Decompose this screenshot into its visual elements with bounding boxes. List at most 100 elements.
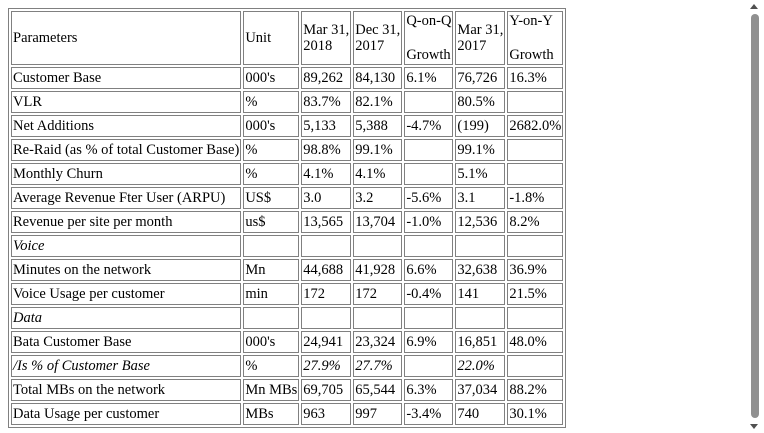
dec-2017-text: 3.2 [355,189,374,206]
dec-2017-cell: 82.1% [353,91,403,113]
unit-cell: US$ [243,187,300,209]
dec-2017-cell: 13,704 [353,211,403,233]
parameter-text: /Is % of Customer Base [13,357,150,374]
unit-text: us$ [245,213,266,230]
scrollbar-thumb[interactable] [751,14,759,418]
mar-2018-text: 83.7% [303,93,341,110]
mar-2017-cell: 141 [455,283,506,305]
mar-2018-cell: 963 [301,403,352,425]
parameter-cell: Minutes on the network [11,259,242,281]
header-mar-2018-line1: Mar 31, [303,22,350,38]
yoy-growth-text: 2682.0% [509,117,562,134]
yoy-growth-cell [507,307,564,329]
dec-2017-text: 84,130 [355,69,396,86]
unit-cell: us$ [243,211,300,233]
mar-2018-text: 44,688 [303,261,344,278]
unit-text: 000's [245,333,276,350]
qoq-growth-text: -5.6% [406,189,442,206]
unit-text: % [245,141,258,158]
qoq-growth-text: 6.6% [406,261,437,278]
yoy-growth-text: 88.2% [509,381,547,398]
mar-2017-cell: 12,536 [455,211,506,233]
table-row: Re-Raid (as % of total Customer Base)% 98… [11,139,564,161]
mar-2018-text: 5,133 [303,117,336,134]
unit-cell: % [243,91,300,113]
header-dec-2017-line2: 2017 [355,38,385,54]
mar-2018-cell: 98.8% [301,139,352,161]
header-mar-2018: Mar 31, 2018 [301,11,352,65]
mar-2017-cell: (199) [455,115,506,137]
qoq-growth-cell: 6.9% [404,331,454,353]
qoq-growth-text: -1.0% [406,213,442,230]
yoy-growth-cell: 88.2% [507,379,564,401]
parameter-cell: Average Revenue Fter User (ARPU) [11,187,242,209]
table-header-row: Parameters Unit Mar 31, 2018 Dec 31, 201… [11,11,564,65]
mar-2018-text: 13,565 [303,213,344,230]
mar-2017-text: 141 [457,285,480,302]
mar-2018-text: 27.9% [303,357,341,374]
dec-2017-cell: 99.1% [353,139,403,161]
vertical-scrollbar[interactable] [745,0,764,433]
parameter-text: Bata Customer Base [13,333,132,350]
table-row: Average Revenue Fter User (ARPU) US$ 3.0 3.… [11,187,564,209]
dec-2017-text: 99.1% [355,141,393,158]
yoy-growth-cell: 36.9% [507,259,564,281]
unit-cell [243,235,300,257]
unit-text: US$ [245,189,272,206]
yoy-growth-text: 36.9% [509,261,547,278]
dec-2017-text: 82.1% [355,93,393,110]
yoy-growth-cell: 8.2% [507,211,564,233]
table-row: Customer Base 000's 89,262 84,130 6.1% 76,726… [11,67,564,89]
dec-2017-text: 23,324 [355,333,396,350]
parameter-text: Monthly Churn [13,165,103,182]
table-row: Net Additions 000's 5,133 5,388 -4.7% (199) 26… [11,115,564,137]
scroll-up-arrow-icon[interactable] [750,4,758,9]
parameter-cell: Voice [11,235,242,257]
dec-2017-cell: 65,544 [353,379,403,401]
qoq-growth-text: 6.1% [406,69,437,86]
mar-2017-text: 5.1% [457,165,488,182]
qoq-growth-text: -3.4% [406,405,442,422]
unit-text: % [245,165,258,182]
table-row: Monthly Churn% 4.1% 4.1% 5.1% [11,163,564,185]
qoq-growth-text: -4.7% [406,117,442,134]
mar-2017-cell: 80.5% [455,91,506,113]
parameter-text: Customer Base [13,69,102,86]
yoy-growth-cell: 16.3% [507,67,564,89]
mar-2017-cell [455,235,506,257]
mar-2018-cell: 69,705 [301,379,352,401]
mar-2017-cell: 76,726 [455,67,506,89]
qoq-growth-text: -0.4% [406,285,442,302]
mar-2018-text: 69,705 [303,381,344,398]
table-row: Total MBs on the network Mn MBs 69,705 65,5… [11,379,564,401]
table-row: VLR% 83.7% 82.1% 80.5% [11,91,564,113]
mar-2017-cell: 16,851 [455,331,506,353]
qoq-growth-text: 6.9% [406,333,437,350]
mar-2018-cell: 83.7% [301,91,352,113]
table-row: Bata Customer Base 000's 24,941 23,324 6.9% 1… [11,331,564,353]
dec-2017-text: 172 [355,285,377,302]
mar-2018-cell: 172 [301,283,352,305]
yoy-growth-cell [507,163,564,185]
dec-2017-cell: 4.1% [353,163,403,185]
dec-2017-cell: 84,130 [353,67,403,89]
scroll-down-arrow-icon[interactable] [750,424,758,429]
unit-cell: 000's [243,115,300,137]
header-mar-2017-line1: Mar 31, [457,22,504,38]
unit-cell: 000's [243,331,300,353]
mar-2017-text: 80.5% [457,93,495,110]
header-parameters: Parameters [11,11,242,65]
mar-2018-text: 24,941 [303,333,344,350]
parameter-text: Voice Usage per customer [13,285,165,302]
header-dec-2017-line1: Dec 31, [355,22,401,38]
header-qoq-line1: Q-on-Q [406,13,452,29]
qoq-growth-cell: -5.6% [404,187,454,209]
mar-2018-cell: 5,133 [301,115,352,137]
qoq-growth-cell: -4.7% [404,115,454,137]
mar-2018-cell [301,235,352,257]
qoq-growth-cell [404,139,454,161]
yoy-growth-text: 30.1% [509,405,547,422]
yoy-growth-text: 21.5% [509,285,547,302]
mar-2018-text: 89,262 [303,69,344,86]
mar-2018-text: 98.8% [303,141,341,158]
